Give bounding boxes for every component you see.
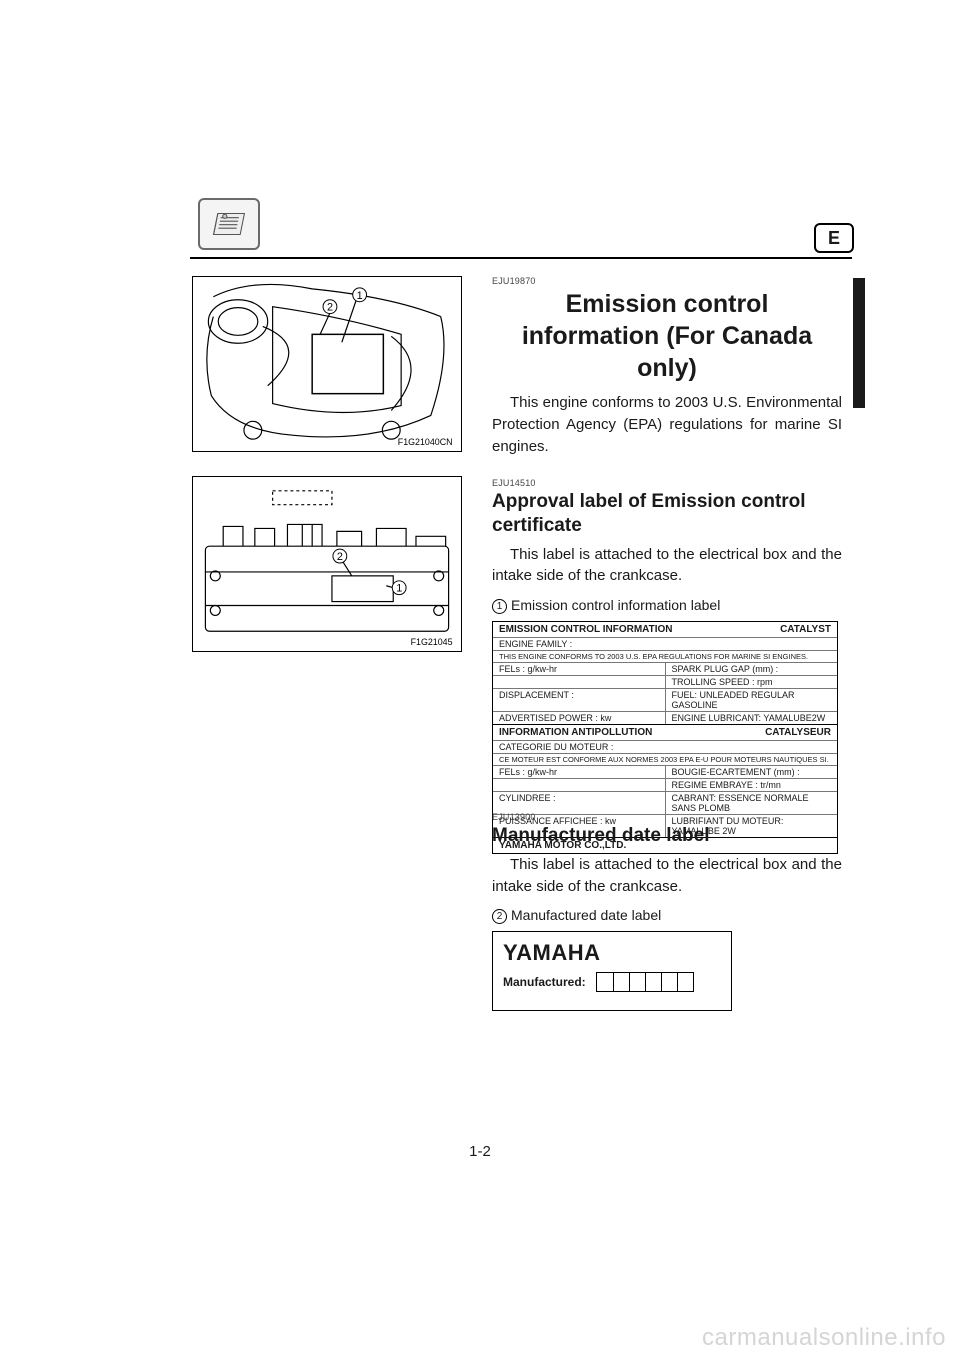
plate-cell: DISPLACEMENT : (493, 689, 666, 711)
plate-header: EMISSION CONTROL INFORMATION (499, 624, 673, 635)
plate-cell: ENGINE LUBRICANT: YAMALUBE2W (666, 712, 838, 724)
manufactured-label: Manufactured: (503, 975, 586, 989)
language-tab: E (814, 223, 854, 253)
plate-cell: BOUGIE-ECARTEMENT (mm) : (666, 766, 838, 778)
svg-text:1: 1 (396, 583, 402, 595)
plate-cell: ADVERTISED POWER : kw (493, 712, 666, 724)
plate-row: CE MOTEUR EST CONFORME AUX NORMES 2003 E… (493, 753, 837, 765)
brand-logo-text: YAMAHA (503, 940, 721, 966)
plate-cell: FELs : g/kw-hr (493, 766, 666, 778)
callout-label: 2Manufactured date label (492, 907, 842, 925)
heading-line: information (For Canada (522, 322, 812, 350)
plate-cell: TROLLING SPEED : rpm (666, 676, 838, 688)
plate-cell: FELs : g/kw-hr (493, 663, 666, 675)
section-heading: Emission control information (For Canada… (492, 288, 842, 384)
callout-label: 1Emission control information label (492, 597, 842, 615)
section-id: EJU19870 (492, 276, 842, 286)
plate-cell: SPARK PLUG GAP (mm) : (666, 663, 838, 675)
callout-text: Emission control information label (511, 597, 720, 613)
plate-cell (493, 779, 666, 791)
plate-cell: CYLINDREE : (493, 792, 666, 814)
section-body: This label is attached to the electrical… (492, 854, 842, 898)
section-body: This label is attached to the electrical… (492, 544, 842, 588)
plate-cell: FUEL: UNLEADED REGULAR GASOLINE (666, 689, 838, 711)
plate-row: THIS ENGINE CONFORMS TO 2003 U.S. EPA RE… (493, 650, 837, 662)
figure-engine-top: 1 2 F1G21040CN (192, 276, 462, 452)
page-number: 1-2 (0, 1143, 960, 1160)
header-rule (190, 257, 852, 259)
callout-text: Manufactured date label (511, 907, 661, 923)
section-heading: Approval label of Emission control certi… (492, 490, 842, 538)
svg-text:2: 2 (327, 302, 333, 314)
manufactured-label-plate: YAMAHA Manufactured: (492, 931, 732, 1011)
svg-text:2: 2 (337, 551, 343, 563)
date-boxes (596, 972, 694, 992)
figure-code: F1G21045 (411, 637, 453, 647)
section-body: This engine conforms to 2003 U.S. Enviro… (492, 392, 842, 457)
plate-header: CATALYSEUR (765, 727, 831, 738)
plate-cell: CABRANT: ESSENCE NORMALE SANS PLOMB (666, 792, 838, 814)
plate-cell (493, 676, 666, 688)
plate-row: CATEGORIE DU MOTEUR : (493, 740, 837, 753)
section-heading: Manufactured date label (492, 824, 842, 848)
section-id: EJU14510 (492, 478, 842, 488)
figure-code: F1G21040CN (398, 437, 453, 447)
figure-engine-side: 2 1 F1G21045 (192, 476, 462, 652)
heading-line: only) (637, 354, 697, 382)
section-id: EJU13900 (492, 812, 842, 822)
heading-line: Emission control (566, 290, 769, 318)
chapter-icon (198, 198, 260, 250)
section-side-tab (853, 278, 865, 408)
plate-cell: REGIME EMBRAYE : tr/mn (666, 779, 838, 791)
svg-text:1: 1 (357, 290, 363, 302)
plate-header: CATALYST (780, 624, 831, 635)
plate-header: INFORMATION ANTIPOLLUTION (499, 727, 652, 738)
plate-row: ENGINE FAMILY : (493, 637, 837, 650)
watermark: carmanualsonline.info (702, 1324, 946, 1352)
